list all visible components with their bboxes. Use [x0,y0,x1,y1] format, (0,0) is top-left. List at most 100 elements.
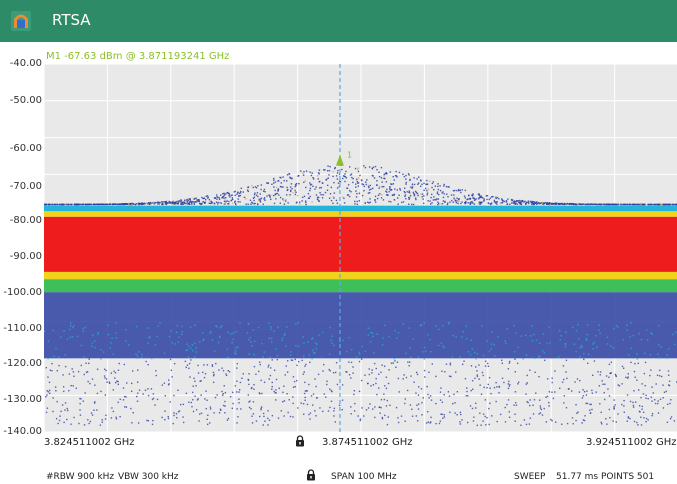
noise-point [562,365,565,367]
rbw-setting[interactable]: #RBW 900 kHz [46,472,115,482]
signal-point [403,175,406,178]
noise-point [114,372,117,374]
noise-point [396,361,399,363]
signal-point [264,199,266,201]
signal-point [454,199,457,201]
noise-point [376,393,378,396]
signal-point [264,191,266,193]
marker-triangle-icon[interactable] [335,154,344,166]
noise-point [225,374,228,377]
noise-point [147,394,150,397]
signal-point [337,169,339,172]
span-setting[interactable]: SPAN 100 MHz [331,472,397,482]
signal-point [425,183,427,186]
signal-point [94,203,96,206]
noise-point [504,421,507,423]
noise-point [268,364,270,366]
noise-point [72,385,74,387]
noise-point [516,362,519,364]
signal-point [218,197,220,199]
signal-point [105,203,107,205]
signal-point [284,200,287,202]
noise-point [226,348,229,351]
noise-point [259,415,261,418]
signal-point [396,189,399,191]
noise-point [157,325,159,327]
signal-point [101,203,103,206]
noise-point [322,370,324,372]
noise-point [62,374,64,376]
signal-point [518,201,520,204]
signal-point [469,197,472,200]
signal-point [560,203,563,205]
noise-point [384,385,386,387]
signal-point [513,202,515,205]
vbw-setting[interactable]: VBW 300 kHz [118,472,179,482]
signal-point [618,203,620,206]
signal-point [549,202,551,205]
signal-point [81,203,83,206]
signal-point [405,183,407,185]
signal-point [183,199,186,202]
noise-point [222,369,225,372]
noise-point [79,402,81,405]
noise-point [651,333,654,335]
noise-point [627,373,630,375]
noise-point [235,347,237,349]
signal-point [557,203,560,206]
noise-point [670,399,672,401]
noise-point [645,420,647,423]
signal-point [463,195,466,197]
noise-point [627,417,630,419]
noise-point [660,346,662,349]
noise-point [329,370,331,372]
signal-point [199,203,202,205]
noise-point [605,418,607,420]
noise-point [409,361,411,363]
signal-point [418,182,420,184]
noise-point [564,345,567,348]
signal-point [234,200,236,202]
noise-point [136,357,138,359]
noise-point [250,407,252,410]
noise-point [58,356,60,358]
noise-point [608,395,611,397]
noise-point [626,420,628,422]
noise-point [662,407,665,409]
signal-point [374,195,377,198]
noise-point [411,408,413,410]
signal-point [421,183,423,186]
signal-point [445,185,448,188]
signal-point [390,183,392,185]
noise-point [249,400,251,402]
noise-point [392,362,394,364]
signal-point [189,200,192,202]
noise-point [462,330,464,333]
noise-point [144,389,147,392]
signal-point [117,203,120,206]
signal-point [243,196,246,199]
noise-point [247,338,250,341]
signal-point [614,203,617,206]
signal-point [343,197,345,200]
span-lock-icon[interactable] [306,469,316,481]
noise-point [117,380,119,383]
noise-point [229,395,232,398]
noise-point [75,387,77,389]
spectrum-plot[interactable]: 1 [44,64,677,432]
signal-point [321,182,324,184]
noise-point [598,324,600,326]
lock-icon[interactable] [295,435,305,447]
noise-point [374,406,376,408]
signal-point [225,201,227,203]
noise-point [58,364,60,367]
signal-point [537,202,540,205]
signal-point [411,187,413,189]
noise-point [599,332,601,335]
noise-point [621,403,623,406]
sweep-value[interactable]: 51.77 ms POINTS 501 [556,472,655,482]
signal-point [363,165,365,167]
signal-point [157,203,159,205]
noise-point [397,331,400,334]
signal-point [385,181,388,183]
